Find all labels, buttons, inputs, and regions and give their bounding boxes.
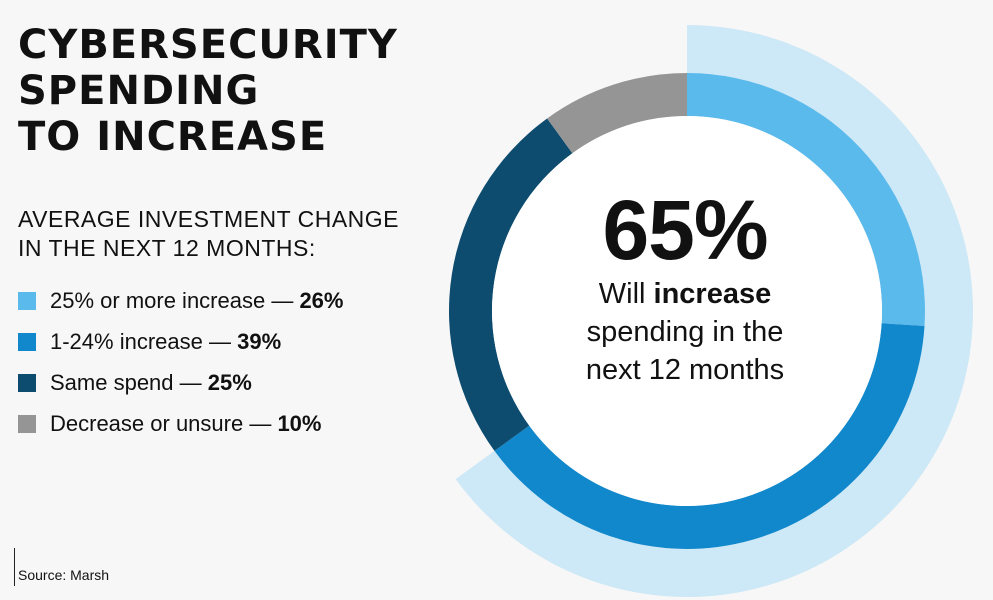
source-divider [14, 548, 15, 586]
legend-swatch [18, 291, 36, 310]
legend-item: 1-24% increase — 39% [18, 321, 343, 362]
title-line-1: CYBERSECURITY [18, 22, 398, 68]
title-line-2: SPENDING [18, 68, 260, 114]
donut-slice [449, 118, 573, 451]
legend-label: 1-24% increase — [50, 328, 238, 354]
chart-title: CYBERSECURITY SPENDING TO INCREASE [18, 22, 398, 160]
legend-value: 25% [207, 369, 252, 395]
caption-line-2: spending in the [586, 316, 784, 348]
legend-swatch [18, 332, 36, 351]
donut-slice [547, 73, 687, 154]
donut-slice [687, 73, 925, 326]
title-line-3: TO INCREASE [18, 114, 328, 160]
center-caption: Will increase spending in the next 12 mo… [540, 275, 830, 389]
caption-bold-word: increase [653, 278, 772, 310]
legend-item: Decrease or unsure — 10% [18, 403, 343, 444]
caption-word: Will [598, 278, 654, 310]
subtitle-line-2: IN THE NEXT 12 MONTHS: [18, 235, 316, 261]
legend-label: 25% or more increase — [50, 287, 300, 313]
donut-hole [492, 116, 882, 506]
caption-line-1: Will increase [540, 275, 830, 313]
legend-value: 26% [299, 287, 344, 313]
caption-line-3: next 12 months [585, 354, 785, 386]
legend-swatch [18, 373, 36, 392]
legend-value: 10% [277, 410, 322, 436]
donut-slice [494, 323, 925, 549]
legend-item: 25% or more increase — 26% [18, 280, 343, 321]
subtitle-line-1: AVERAGE INVESTMENT CHANGE [18, 206, 399, 232]
legend-swatch [18, 414, 36, 433]
center-percentage: 65% [602, 183, 768, 277]
legend: 25% or more increase — 26% 1-24% increas… [18, 280, 343, 444]
legend-item: Same spend — 25% [18, 362, 343, 403]
legend-label: Same spend — [50, 369, 208, 395]
legend-label: Decrease or unsure — [50, 410, 278, 436]
source-note: Source: Marsh [18, 567, 110, 583]
chart-subtitle: AVERAGE INVESTMENT CHANGE IN THE NEXT 12… [18, 205, 399, 263]
legend-value: 39% [237, 328, 282, 354]
